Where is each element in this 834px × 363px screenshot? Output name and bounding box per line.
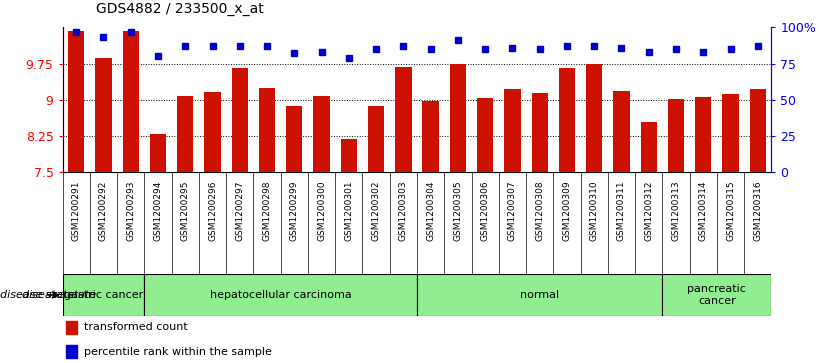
Bar: [722, 94, 739, 172]
Bar: [559, 68, 575, 172]
Text: GSM1200298: GSM1200298: [263, 180, 272, 241]
Text: GSM1200311: GSM1200311: [617, 180, 626, 241]
Bar: [695, 97, 711, 172]
Bar: [662, 274, 771, 316]
Text: GSM1200306: GSM1200306: [480, 180, 490, 241]
Text: GSM1200315: GSM1200315: [726, 180, 735, 241]
Bar: [477, 98, 494, 172]
Text: GSM1200305: GSM1200305: [454, 180, 462, 241]
Bar: [123, 31, 139, 172]
Text: disease state: disease state: [22, 290, 96, 300]
Bar: [177, 96, 193, 172]
Text: gastric cancer: gastric cancer: [64, 290, 143, 300]
Bar: [340, 139, 357, 172]
Text: GSM1200313: GSM1200313: [671, 180, 681, 241]
Text: normal: normal: [520, 290, 560, 300]
Text: GSM1200299: GSM1200299: [289, 180, 299, 241]
Bar: [286, 106, 303, 172]
Bar: [95, 58, 112, 172]
Text: GSM1200308: GSM1200308: [535, 180, 545, 241]
Text: GSM1200316: GSM1200316: [753, 180, 762, 241]
Bar: [232, 68, 248, 172]
Text: GSM1200294: GSM1200294: [153, 180, 163, 241]
Text: disease state: disease state: [0, 290, 78, 300]
Bar: [150, 134, 166, 172]
Text: GSM1200307: GSM1200307: [508, 180, 517, 241]
Text: GSM1200309: GSM1200309: [562, 180, 571, 241]
Bar: [423, 101, 439, 172]
Text: GSM1200300: GSM1200300: [317, 180, 326, 241]
Bar: [417, 274, 662, 316]
Text: GSM1200293: GSM1200293: [126, 180, 135, 241]
Text: percentile rank within the sample: percentile rank within the sample: [83, 347, 272, 357]
Text: GSM1200303: GSM1200303: [399, 180, 408, 241]
Bar: [68, 31, 84, 172]
Bar: [144, 274, 417, 316]
Text: pancreatic
cancer: pancreatic cancer: [687, 284, 746, 306]
Bar: [395, 68, 411, 172]
Text: transformed count: transformed count: [83, 322, 188, 332]
Text: GSM1200304: GSM1200304: [426, 180, 435, 241]
Text: hepatocellular carcinoma: hepatocellular carcinoma: [210, 290, 352, 300]
Bar: [531, 93, 548, 172]
Bar: [450, 64, 466, 172]
Text: GSM1200296: GSM1200296: [208, 180, 217, 241]
Text: GSM1200301: GSM1200301: [344, 180, 354, 241]
Bar: [63, 274, 144, 316]
Bar: [668, 99, 684, 172]
Bar: [613, 91, 630, 172]
Bar: [204, 91, 221, 172]
Text: GSM1200297: GSM1200297: [235, 180, 244, 241]
Text: GSM1200291: GSM1200291: [72, 180, 81, 241]
Bar: [368, 106, 384, 172]
Text: GSM1200310: GSM1200310: [590, 180, 599, 241]
Bar: [641, 122, 657, 172]
Text: GSM1200312: GSM1200312: [644, 180, 653, 241]
Bar: [586, 64, 602, 172]
Text: GSM1200295: GSM1200295: [181, 180, 190, 241]
Bar: [314, 96, 329, 172]
Bar: [66, 345, 77, 358]
Text: GDS4882 / 233500_x_at: GDS4882 / 233500_x_at: [96, 2, 264, 16]
Bar: [259, 88, 275, 172]
Text: GSM1200292: GSM1200292: [99, 180, 108, 241]
Bar: [505, 89, 520, 172]
Bar: [66, 321, 77, 334]
Bar: [750, 89, 766, 172]
Text: GSM1200314: GSM1200314: [699, 180, 708, 241]
Text: GSM1200302: GSM1200302: [372, 180, 380, 241]
